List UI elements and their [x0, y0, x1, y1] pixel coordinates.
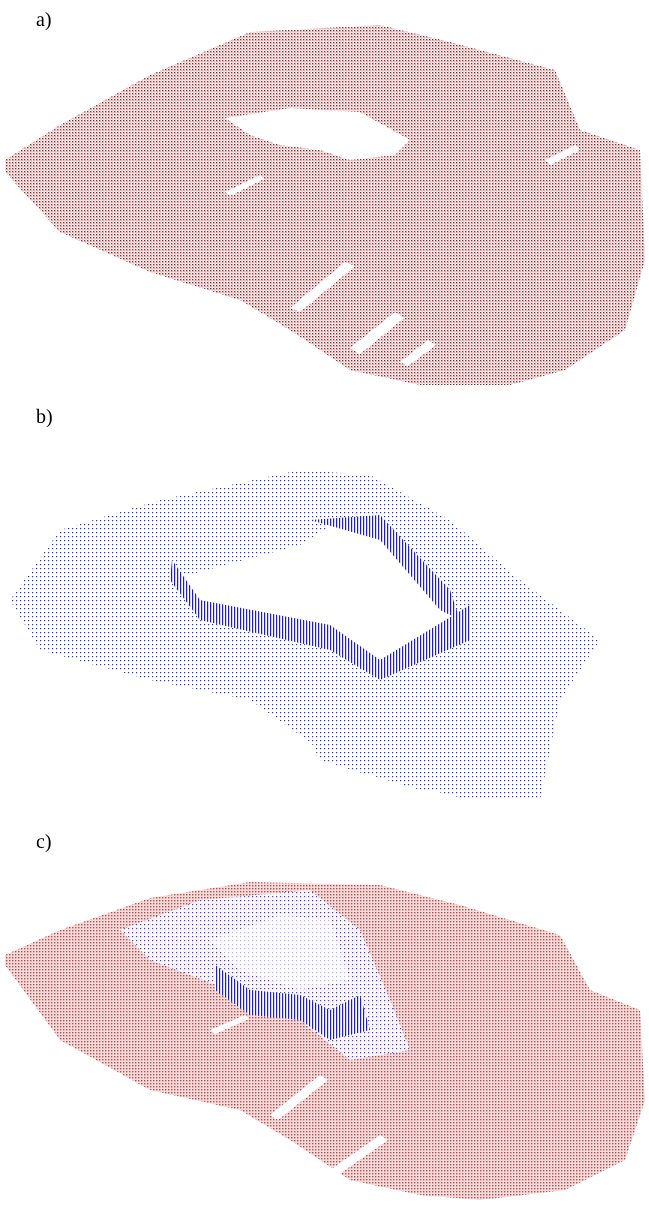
cloud-region — [5, 25, 645, 385]
panel-label: c) — [36, 831, 52, 853]
point-cloud-b — [10, 470, 600, 800]
page: a) b) c) (() => { const data = JSON.pars… — [0, 0, 649, 1205]
point-cloud-a — [5, 25, 645, 385]
point-cloud-c — [5, 882, 645, 1200]
panel-label: a) — [36, 9, 52, 31]
panel-label: b) — [36, 406, 53, 428]
figure: a) b) c) — [0, 0, 649, 1205]
